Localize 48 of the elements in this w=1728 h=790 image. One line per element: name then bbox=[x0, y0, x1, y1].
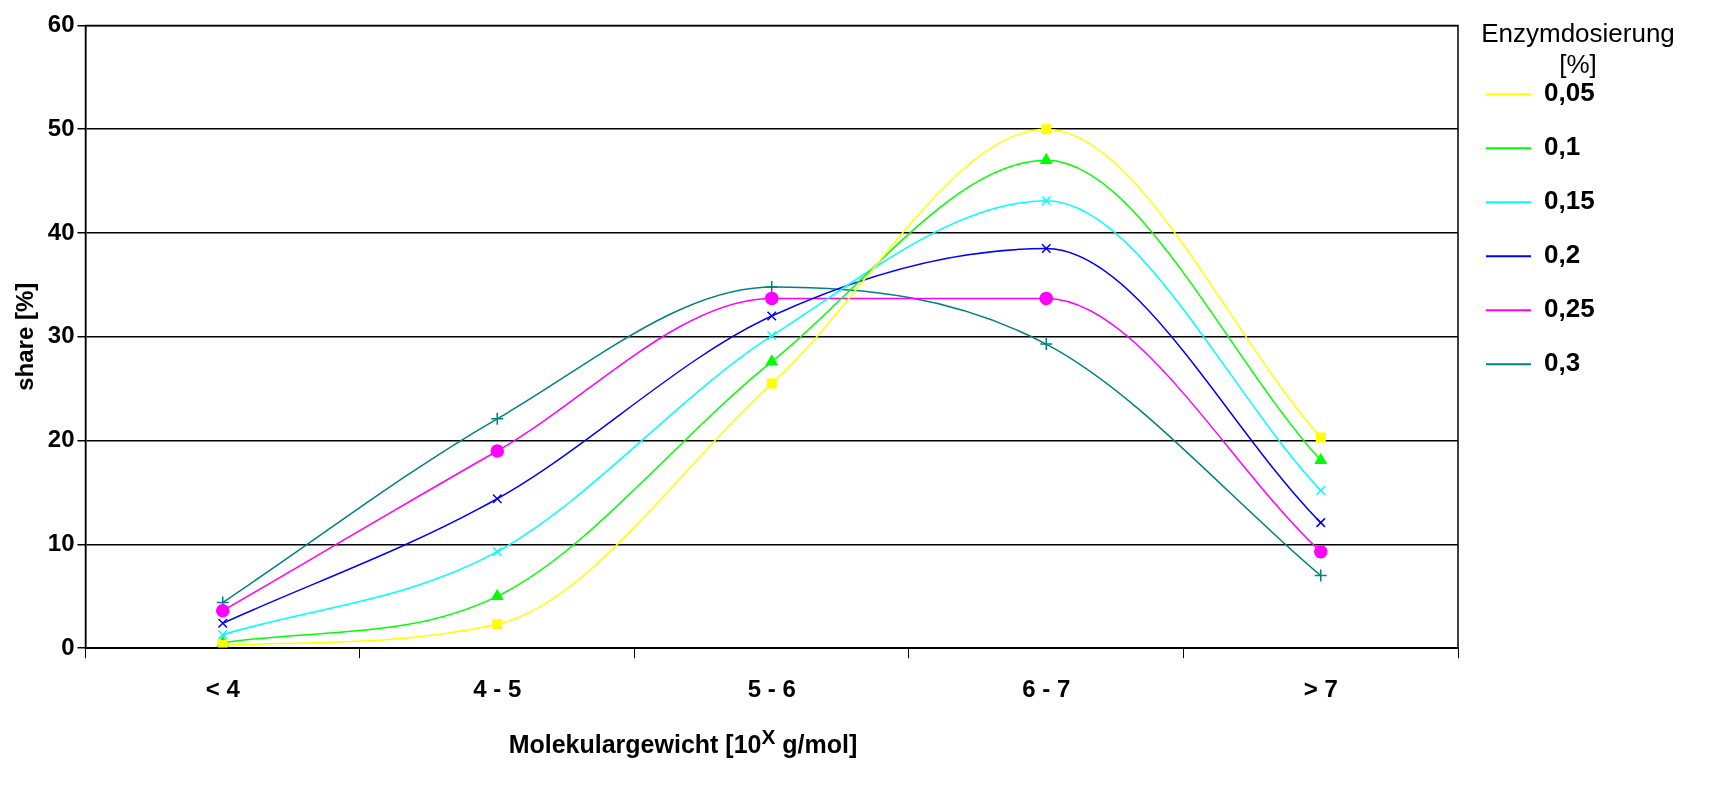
point bbox=[766, 330, 777, 341]
point bbox=[216, 604, 230, 618]
point bbox=[1040, 153, 1053, 165]
x-tick-label: 4 - 5 bbox=[473, 675, 522, 703]
y-tick-label: 0 bbox=[61, 632, 75, 660]
y-axis-title: share [%] bbox=[11, 282, 39, 391]
x-axis-title: Molekulargewicht [10$^{X}$ g/mol] bbox=[507, 725, 859, 760]
legend-label: 0,05 bbox=[1544, 77, 1595, 108]
point bbox=[1314, 453, 1327, 465]
y-tick-label: 50 bbox=[47, 113, 75, 141]
x-tick-label: 6 - 7 bbox=[1022, 675, 1071, 703]
point bbox=[217, 629, 228, 640]
point bbox=[765, 354, 778, 366]
point bbox=[1041, 124, 1052, 135]
point bbox=[1041, 243, 1052, 254]
point bbox=[766, 378, 777, 389]
legend-label: 0,15 bbox=[1544, 185, 1595, 216]
point bbox=[766, 311, 777, 322]
point bbox=[1315, 432, 1326, 443]
legend-label: 0,2 bbox=[1544, 239, 1581, 270]
point bbox=[1315, 517, 1326, 528]
point bbox=[765, 280, 779, 294]
legend-label: 0,3 bbox=[1544, 347, 1581, 378]
legend-label: 0,1 bbox=[1544, 131, 1581, 162]
point bbox=[491, 589, 504, 601]
point bbox=[492, 493, 503, 504]
point bbox=[1314, 568, 1328, 583]
x-tick-label: < 4 bbox=[205, 675, 241, 703]
point bbox=[765, 291, 779, 306]
legend-label: 0,25 bbox=[1544, 293, 1595, 324]
point bbox=[490, 412, 504, 426]
x-tick-label: > 7 bbox=[1303, 675, 1338, 703]
point bbox=[1039, 291, 1053, 306]
y-tick-label: 40 bbox=[47, 217, 75, 245]
point bbox=[1315, 485, 1326, 496]
point bbox=[490, 444, 504, 458]
y-tick-label: 10 bbox=[47, 529, 75, 557]
legend-title: Enzymdosierung [%] bbox=[1481, 18, 1675, 80]
point bbox=[492, 619, 503, 630]
y-tick-label: 30 bbox=[47, 321, 75, 349]
point bbox=[492, 546, 503, 557]
y-tick-label: 20 bbox=[47, 425, 75, 453]
y-tick-label: 60 bbox=[47, 10, 75, 38]
point bbox=[217, 618, 228, 629]
point bbox=[1041, 195, 1052, 206]
point bbox=[1039, 337, 1053, 351]
point bbox=[1314, 544, 1328, 559]
x-tick-label: 5 - 6 bbox=[747, 675, 796, 703]
